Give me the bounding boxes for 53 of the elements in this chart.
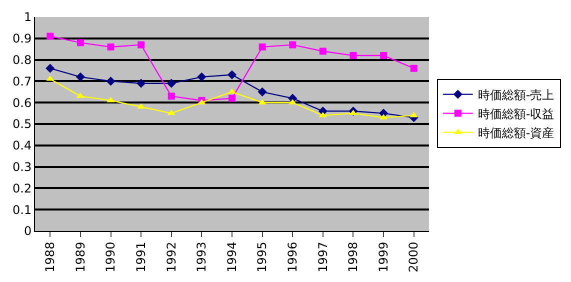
point xyxy=(227,70,237,80)
point xyxy=(76,39,84,46)
point xyxy=(350,52,357,60)
x-tick-label: 1997 xyxy=(316,242,330,272)
point xyxy=(167,110,176,116)
legend-label: 時価総額-売上 xyxy=(478,88,554,102)
point xyxy=(137,103,146,109)
point xyxy=(410,64,418,72)
point xyxy=(197,72,206,82)
x-tick-label: 1995 xyxy=(255,242,270,272)
x-tick-label: 1998 xyxy=(346,242,360,272)
point xyxy=(258,87,267,96)
x-tick-label: 1996 xyxy=(286,242,300,272)
point xyxy=(319,48,326,55)
x-tick-label: 1988 xyxy=(43,242,58,272)
x-tick-label: 1991 xyxy=(134,242,148,272)
x-tick-label: 1990 xyxy=(104,242,118,272)
point xyxy=(107,43,114,50)
point xyxy=(76,72,86,82)
y-tick-label: 1 xyxy=(24,10,32,24)
y-tick-label: 0.5 xyxy=(12,117,32,132)
point xyxy=(138,41,145,48)
y-tick-label: 0.2 xyxy=(12,181,32,196)
point xyxy=(380,52,388,60)
point xyxy=(258,43,266,50)
y-tick-label: 0.7 xyxy=(12,74,32,88)
y-tick-label: 0.3 xyxy=(12,160,32,174)
point xyxy=(289,41,296,48)
point xyxy=(318,112,327,118)
x-tick-label: 1989 xyxy=(73,242,88,272)
point xyxy=(349,110,358,116)
x-tick-label: 1993 xyxy=(194,242,209,272)
point xyxy=(106,76,116,86)
point xyxy=(136,78,146,88)
y-tick-label: 0.9 xyxy=(12,32,32,46)
y-tick-label: 0.4 xyxy=(12,138,32,153)
point xyxy=(168,92,175,100)
y-tick-label: 0.1 xyxy=(12,202,32,217)
point xyxy=(46,64,55,73)
y-tick-label: 0 xyxy=(24,224,32,238)
x-tick-label: 1999 xyxy=(376,242,390,272)
x-tick-label: 2000 xyxy=(406,242,421,272)
x-tick-label: 1992 xyxy=(164,242,178,272)
point xyxy=(106,96,115,102)
x-tick-label: 1994 xyxy=(224,242,239,272)
y-tick-label: 0.8 xyxy=(12,53,32,67)
legend-label: 時価総額-資産 xyxy=(478,126,554,140)
legend-label: 時価総額-収益 xyxy=(478,106,554,121)
point xyxy=(46,32,54,40)
y-tick-label: 0.6 xyxy=(12,96,32,110)
point xyxy=(228,94,236,102)
point xyxy=(410,112,418,118)
point xyxy=(166,78,176,88)
